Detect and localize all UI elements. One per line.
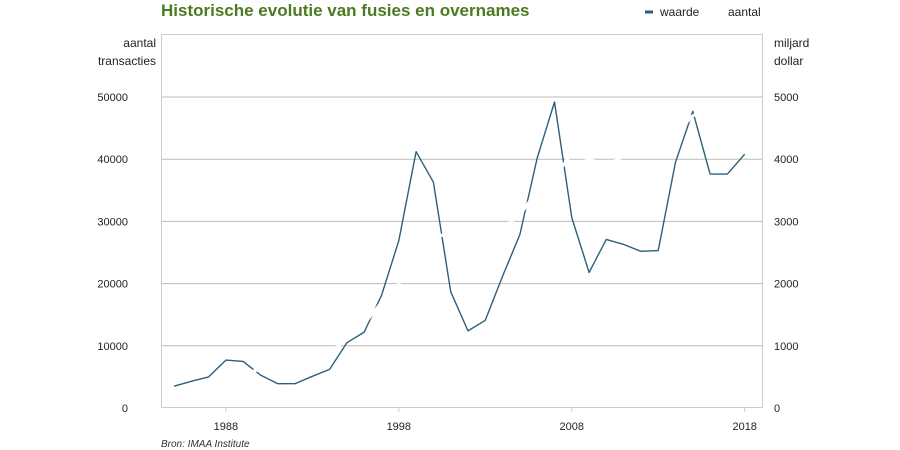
chart-title: Historische evolutie van fusies en overn… [161,1,529,20]
y-right-tick-label: 5000 [774,92,798,104]
series-line-aantal [173,101,745,394]
y-right-tick-label: 3000 [774,216,798,228]
legend-label-aantal: aantal [728,5,761,19]
y-left-title-line-2: transacties [98,54,156,68]
legend-label-waarde: waarde [659,5,700,19]
y-left-tick-label: 0 [122,403,128,415]
plot-frame [161,34,763,408]
tick-labels: 0 10000 20000 30000 40000 50000 0 1000 2000 3000 4… [97,92,798,433]
x-tick-label: 2018 [732,421,756,433]
y-right-tick-label: 2000 [774,279,798,291]
y-left-tick-label: 40000 [97,154,128,166]
y-right-tick-label: 0 [774,403,780,415]
y-left-title-line-1: aantal [123,36,156,50]
y-left-tick-label: 20000 [97,279,128,291]
x-tick-label: 2008 [560,421,584,433]
y-right-title-line-2: dollar [774,54,803,68]
series-lines [173,101,746,394]
y-left-tick-label: 10000 [97,341,128,353]
y-left-tick-label: 30000 [97,216,128,228]
source-note: Bron: IMAA Institute [161,439,250,450]
y-left-tick-label: 50000 [97,92,128,104]
legend: waarde aantal [645,5,761,19]
y-right-tick-label: 1000 [774,341,798,353]
x-tick-label: 1988 [214,421,238,433]
y-right-title-line-1: miljard [774,36,809,50]
gridlines [161,96,762,347]
y-right-tick-label: 4000 [774,154,798,166]
x-tick-label: 1998 [387,421,411,433]
series-line-waarde [173,101,746,387]
